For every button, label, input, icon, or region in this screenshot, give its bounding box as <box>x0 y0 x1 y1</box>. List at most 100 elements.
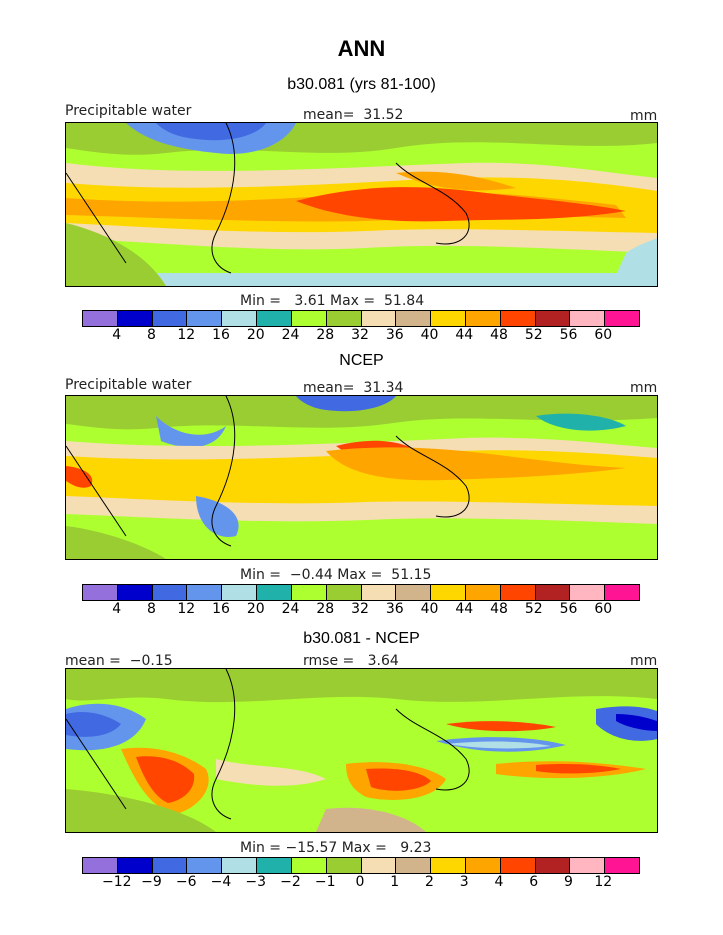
colorbar-swatch <box>222 311 258 326</box>
units-label: mm <box>630 108 658 124</box>
colorbar-swatch <box>361 858 397 873</box>
colorbar-swatch <box>465 585 501 600</box>
colorbar-tick-label: 52 <box>524 601 543 617</box>
colorbar-tick-label: 28 <box>316 601 335 617</box>
colorbar-swatch <box>396 858 432 873</box>
rmse-label: rmse = 3.64 <box>303 653 399 669</box>
colorbar-swatch <box>500 858 536 873</box>
colorbar-swatch <box>257 311 292 326</box>
colorbar-swatch <box>257 585 292 600</box>
colorbar-tick-label: 16 <box>212 601 230 617</box>
colorbar-tick-label: 48 <box>490 327 508 343</box>
colorbar-tick-label: 24 <box>281 601 300 617</box>
colorbar-swatch <box>605 858 639 873</box>
colorbar-tick-label: 1 <box>390 874 400 890</box>
colorbar-tick-label: 0 <box>355 874 365 890</box>
colorbar-tick-label: 52 <box>524 327 543 343</box>
figure-title: ANN <box>337 36 386 61</box>
colorbar-tick-label: 56 <box>559 601 578 617</box>
units-label: mm <box>630 653 658 669</box>
map-ncep <box>65 395 658 560</box>
colorbar-tick-label: −12 <box>101 874 132 890</box>
colorbar-tick-label: 3 <box>459 874 469 890</box>
colorbar-tick-label: 40 <box>420 601 439 617</box>
colorbar-tick-label: −2 <box>280 874 301 890</box>
colorbar-tick-label: 12 <box>177 327 196 343</box>
colorbar-swatch <box>396 311 432 326</box>
colorbar-tick-label: 32 <box>351 327 369 343</box>
colorbar-swatch <box>152 585 188 600</box>
colorbar-swatch <box>222 585 258 600</box>
colorbar-tick-label: 4 <box>112 327 122 343</box>
colorbar-swatch <box>257 858 292 873</box>
colorbar <box>82 310 640 327</box>
colorbar-swatch <box>431 585 466 600</box>
colorbar-tick-label: 56 <box>559 327 578 343</box>
colorbar-tick-label: 9 <box>564 874 573 890</box>
colorbar-swatch <box>187 858 223 873</box>
colorbar-tick-label: −4 <box>210 874 232 890</box>
colorbar-swatch <box>535 585 571 600</box>
colorbar-swatch <box>361 585 397 600</box>
colorbar-swatch <box>187 585 223 600</box>
colorbar-swatch <box>83 858 118 873</box>
colorbar-tick-label: 60 <box>594 601 613 617</box>
colorbar-tick-label: 12 <box>594 874 613 890</box>
colorbar-tick-label: 8 <box>147 601 156 617</box>
panel-title: b30.081 (yrs 81-100) <box>287 76 436 93</box>
colorbar-swatch <box>465 858 501 873</box>
colorbar-tick-label: 60 <box>594 327 613 343</box>
units-label: mm <box>630 380 658 396</box>
colorbar-tick-label: 20 <box>246 327 265 343</box>
colorbar-tick-label: 24 <box>281 327 300 343</box>
colorbar-swatch <box>152 311 188 326</box>
colorbar-tick-label: 40 <box>420 327 439 343</box>
colorbar-swatch <box>605 311 639 326</box>
colorbar-swatch <box>187 311 223 326</box>
colorbar-swatch <box>570 585 606 600</box>
colorbar-tick-label: −6 <box>175 874 197 890</box>
variable-label: Precipitable water <box>65 103 192 119</box>
colorbar-swatch <box>117 858 153 873</box>
colorbar-swatch <box>83 585 118 600</box>
colorbar-tick-label: −9 <box>141 874 162 890</box>
colorbar-tick-label: 6 <box>529 874 539 890</box>
colorbar-swatch <box>291 311 327 326</box>
min-max-label: Min = −0.44 Max = 51.15 <box>240 567 432 583</box>
colorbar-tick-label: 12 <box>177 601 196 617</box>
panel-title: b30.081 - NCEP <box>303 630 420 647</box>
colorbar-ticks: 4 8 12 16 20 24 28 32 36 40 44 48 52 56 60 <box>82 601 638 617</box>
colorbar-tick-label: 2 <box>425 874 434 890</box>
colorbar <box>82 584 640 601</box>
colorbar-swatch <box>326 311 362 326</box>
colorbar-tick-label: 36 <box>385 601 404 617</box>
mean-label: mean= 31.34 <box>303 380 404 396</box>
colorbar-swatch <box>222 858 258 873</box>
colorbar-swatch <box>535 311 571 326</box>
colorbar-swatch <box>361 311 397 326</box>
colorbar-tick-label: 16 <box>212 327 230 343</box>
colorbar-swatch <box>570 858 606 873</box>
colorbar-swatch <box>326 585 362 600</box>
colorbar-swatch <box>396 585 432 600</box>
colorbar-swatch <box>500 585 536 600</box>
colorbar-tick-label: 4 <box>494 874 504 890</box>
colorbar-tick-label: 36 <box>385 327 404 343</box>
colorbar-swatch <box>291 585 327 600</box>
min-max-label: Min = −15.57 Max = 9.23 <box>240 840 432 856</box>
map-difference <box>65 668 658 833</box>
colorbar-swatch <box>465 311 501 326</box>
variable-label: Precipitable water <box>65 377 192 393</box>
colorbar-ticks: 4 8 12 16 20 24 28 32 36 40 44 48 52 56 60 <box>82 327 638 343</box>
colorbar-swatch <box>500 311 536 326</box>
map-model <box>65 122 658 287</box>
colorbar-ticks: −12 −9 −6 −4 −3 −2 −1 0 1 2 3 4 6 9 12 <box>82 874 638 890</box>
colorbar-tick-label: −3 <box>245 874 267 890</box>
mean-label: mean = −0.15 <box>65 653 173 669</box>
colorbar-swatch <box>291 858 327 873</box>
colorbar-swatch <box>83 311 118 326</box>
colorbar-swatch <box>326 858 362 873</box>
colorbar-swatch <box>431 311 466 326</box>
min-max-label: Min = 3.61 Max = 51.84 <box>240 293 425 309</box>
colorbar-tick-label: 44 <box>455 601 474 617</box>
